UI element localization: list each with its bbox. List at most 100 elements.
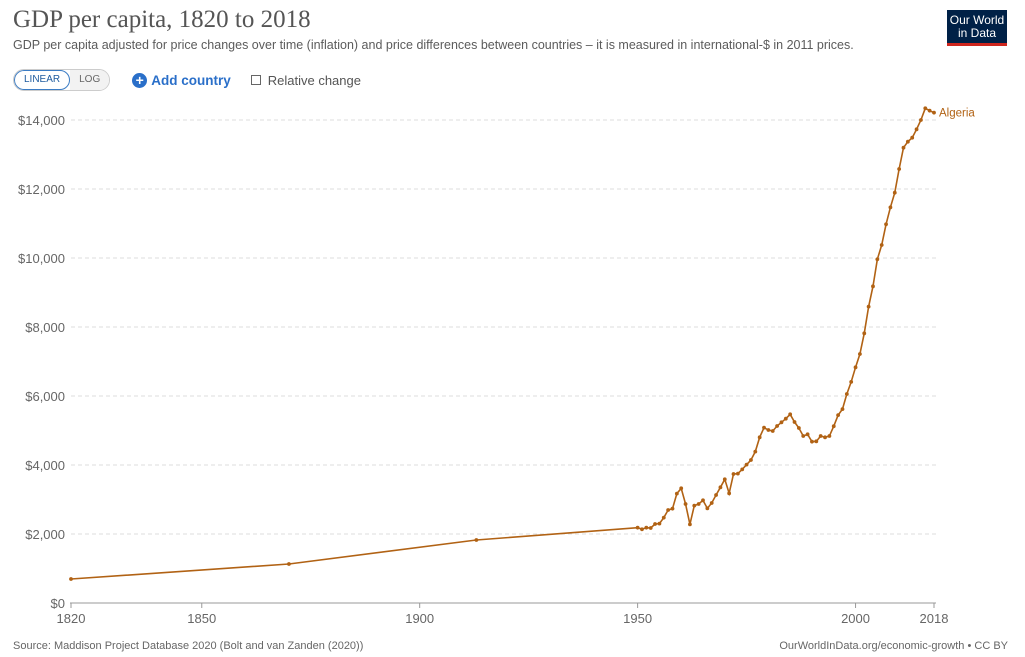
log-button[interactable]: LOG <box>70 70 110 90</box>
data-point <box>814 439 819 444</box>
data-point <box>783 416 788 421</box>
data-point <box>823 435 827 440</box>
data-point <box>692 503 697 508</box>
y-tick-label: $2,000 <box>25 527 65 542</box>
linear-button[interactable]: LINEAR <box>14 70 71 90</box>
data-point <box>727 491 732 496</box>
data-point <box>735 471 740 476</box>
data-point <box>844 392 849 396</box>
data-point <box>875 257 880 262</box>
footer-link[interactable]: OurWorldInData.org/economic-growth • CC … <box>779 640 1008 652</box>
data-point <box>648 526 653 530</box>
relative-change-checkbox[interactable]: Relative change <box>250 72 361 88</box>
y-tick-label: $8,000 <box>25 320 65 335</box>
data-point <box>657 521 662 526</box>
data-point <box>670 506 675 511</box>
x-tick-label: 1900 <box>405 611 434 626</box>
source-note: Source: Maddison Project Database 2020 (… <box>13 640 364 652</box>
series-line-algeria <box>70 107 935 580</box>
data-point <box>701 498 705 503</box>
chart-controls: LINEAR LOG + Add country Relative change <box>13 69 361 91</box>
data-point <box>722 477 727 482</box>
data-point <box>827 434 832 438</box>
y-tick-label: $4,000 <box>25 458 65 473</box>
data-point <box>796 426 801 430</box>
data-point <box>884 222 888 227</box>
data-point <box>740 467 745 472</box>
logo-text: Our World <box>949 13 1005 27</box>
data-point <box>696 502 701 506</box>
data-point <box>635 525 640 530</box>
data-point <box>805 432 810 437</box>
data-point <box>640 527 644 532</box>
data-point <box>766 428 771 432</box>
data-point <box>683 502 688 506</box>
relative-change-label: Relative change <box>267 72 361 88</box>
x-tick-label: 2018 <box>920 611 949 626</box>
data-point <box>709 501 714 505</box>
data-point <box>932 110 936 115</box>
add-country-label: Add country <box>151 72 231 88</box>
data-point <box>775 424 779 428</box>
data-point <box>674 491 679 496</box>
data-point <box>714 493 718 497</box>
x-tick-label: 1950 <box>623 611 652 626</box>
data-point <box>653 522 657 526</box>
data-point <box>901 145 906 150</box>
y-tick-label: $10,000 <box>18 251 65 266</box>
data-point <box>69 577 73 581</box>
checkbox-icon <box>250 75 261 85</box>
data-point <box>836 413 841 418</box>
data-point <box>770 429 775 433</box>
data-point <box>679 486 684 491</box>
data-point <box>866 304 871 309</box>
owid-logo[interactable]: Our World in Data <box>947 10 1007 46</box>
data-point <box>831 424 836 429</box>
scale-toggle: LINEAR LOG <box>13 69 111 91</box>
data-point <box>810 439 814 444</box>
data-point <box>705 506 710 511</box>
data-point <box>666 508 671 512</box>
data-point <box>792 420 797 424</box>
y-tick-label: $6,000 <box>25 389 65 404</box>
chart-title: GDP per capita, 1820 to 2018 <box>13 6 311 33</box>
add-country-button[interactable]: + Add country <box>132 72 231 88</box>
data-point <box>862 331 867 336</box>
series-label: Algeria <box>939 108 975 120</box>
data-point <box>788 412 793 417</box>
data-point <box>762 425 766 430</box>
data-point <box>892 190 897 195</box>
data-point <box>905 139 910 144</box>
data-point <box>910 135 915 140</box>
y-tick-label: $12,000 <box>18 182 65 197</box>
data-point <box>801 434 806 438</box>
data-point <box>888 205 893 210</box>
data-point <box>914 127 919 132</box>
data-point <box>923 106 928 111</box>
chart-subtitle: GDP per capita adjusted for price change… <box>13 38 854 52</box>
data-point <box>718 485 723 490</box>
data-point <box>474 538 479 542</box>
data-point <box>757 435 762 440</box>
logo-text: in Data <box>957 26 997 40</box>
data-point <box>853 365 858 370</box>
data-point <box>644 525 649 530</box>
data-point <box>661 515 666 520</box>
data-point <box>818 434 823 438</box>
data-point <box>779 420 784 425</box>
data-point <box>897 167 902 171</box>
data-point <box>749 458 753 462</box>
x-tick-label: 2000 <box>841 611 870 626</box>
plus-icon: + <box>132 72 148 88</box>
data-point <box>753 449 758 454</box>
y-tick-label: $0 <box>51 596 65 611</box>
data-point <box>879 243 884 247</box>
data-point <box>688 522 692 527</box>
data-point <box>840 407 845 412</box>
data-point <box>731 472 736 476</box>
data-point <box>871 284 875 289</box>
x-tick-label: 1820 <box>57 611 86 626</box>
data-point <box>919 118 923 122</box>
data-point <box>744 462 749 467</box>
